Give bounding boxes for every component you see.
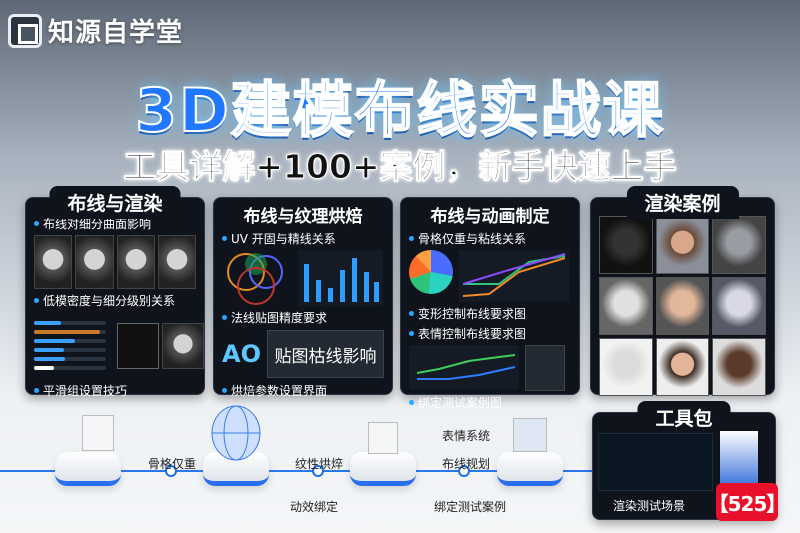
- uv-circles: [227, 253, 283, 305]
- bullet-item: UV 开固与精线关系: [222, 230, 384, 247]
- toolkit-title: 工具包: [637, 401, 731, 434]
- flow-dot: [458, 465, 470, 477]
- smooth-head: [162, 322, 204, 369]
- book-cover: [720, 431, 758, 491]
- render-scene-preview: [598, 433, 713, 491]
- bullet-item: 平滑组设置技巧: [34, 382, 196, 399]
- flow-node-panel: [350, 452, 416, 486]
- weight-pie-chart: [409, 250, 453, 294]
- bake-bar-chart: [298, 250, 383, 306]
- bullet-item: 低模密度与细分级别关系: [34, 292, 196, 309]
- expression-line-chart: [409, 345, 519, 389]
- logo-cube-icon: [8, 13, 42, 48]
- main-title: 3D建模布线实战课: [134, 75, 665, 147]
- flow-label: 绑定测试案例: [434, 500, 507, 514]
- panel-title: 布线与纹理烘焙: [243, 207, 363, 227]
- panel-render-cases: 渲染案例: [590, 186, 775, 396]
- toolkit-caption: 渲染测试场景: [613, 499, 686, 513]
- flow-label: 布线规划: [442, 457, 491, 471]
- bullet-item: 烘焙参数设置界面: [222, 382, 384, 399]
- density-bars: [34, 316, 106, 375]
- panel-title: 渲染案例: [626, 186, 739, 219]
- rig-preview: [525, 345, 565, 391]
- panel-title: 布线与渲染: [49, 186, 181, 219]
- flow-node-laptop: [55, 452, 121, 486]
- flow-dot: [312, 465, 324, 477]
- flow-label: 骨格仅重: [148, 457, 197, 471]
- render-gallery: [599, 216, 766, 396]
- count-badge: 【525】: [709, 483, 786, 521]
- laptop-icon: [82, 415, 114, 451]
- wire-sphere-icon: [211, 405, 261, 461]
- panel-texture-bake: 布线与纹理烘焙 UV 开固与精线关系 法线贴图精度要求 AO 贴图枯线影响 烘焙…: [213, 197, 393, 398]
- flow-dot: [165, 465, 177, 477]
- head-thumbnails: [34, 235, 196, 289]
- flow-label: 纹性烘焠: [295, 457, 344, 471]
- panel-wiring-render: 布线与渲染 布线对细分曲面影响 低模密度与细分级别关系 平滑组设置技巧: [25, 186, 205, 398]
- laptop-icon: [513, 418, 547, 452]
- flow-label: 表情系统: [442, 429, 491, 443]
- brand-name: 知源自学堂: [48, 18, 184, 48]
- panel-title: 布线与动画制定: [430, 207, 550, 227]
- subtitle: 工具详解+100+案例，新手快速上手: [123, 147, 677, 187]
- bullet-item: 骨格仅重与粘线关系: [409, 230, 571, 247]
- bullet-item: 变形控制布线要求图: [409, 305, 571, 322]
- bullet-item: 绑定测试案例图: [409, 394, 571, 411]
- bullet-item: 布线对细分曲面影响: [34, 215, 196, 232]
- brand-logo: 知源自学堂: [8, 12, 183, 49]
- flow-node-laptop: [497, 452, 563, 486]
- panel-animation-rig: 布线与动画制定 骨格仅重与粘线关系 变形控制布线要求图 表情控制布线要求图 绑定…: [400, 197, 580, 410]
- bullet-item: 法线贴图精度要求: [222, 309, 384, 326]
- wireframe-head: [117, 322, 159, 369]
- device-icon: [368, 422, 398, 454]
- flow-label: 动效绑定: [290, 500, 339, 514]
- bullet-item: 表情控制布线要求图: [409, 325, 571, 342]
- weight-curve-chart: [459, 250, 569, 302]
- flow-line: [0, 470, 600, 472]
- ao-caption: 贴图枯线影响: [266, 330, 384, 378]
- ao-label: AO: [222, 340, 261, 368]
